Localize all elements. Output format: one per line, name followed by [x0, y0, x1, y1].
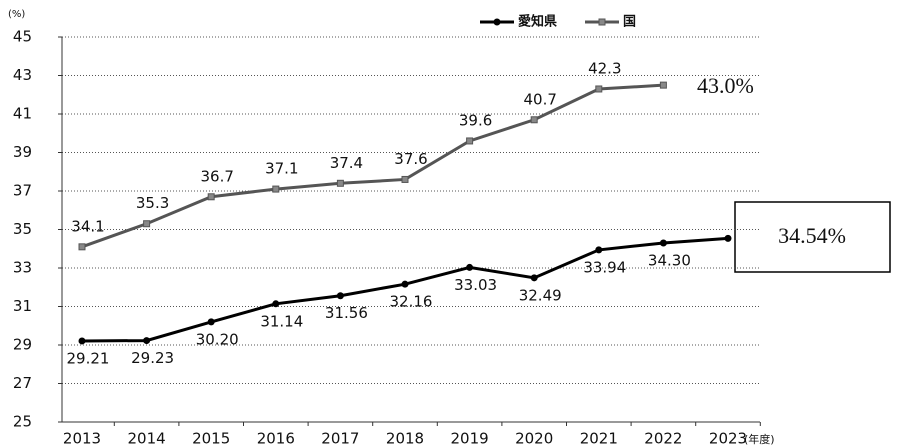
data-label: 35.3	[136, 194, 169, 212]
point	[595, 246, 603, 254]
data-label: 34.30	[648, 251, 691, 269]
data-label: 30.20	[196, 330, 239, 348]
point	[659, 81, 667, 89]
point	[530, 116, 538, 124]
point	[466, 263, 474, 271]
data-label: 31.56	[325, 304, 368, 322]
y-tick-label: 33	[13, 259, 32, 277]
point	[401, 175, 409, 183]
point	[143, 220, 151, 228]
data-label: 37.4	[330, 154, 363, 172]
point	[401, 280, 409, 288]
point	[272, 185, 280, 193]
series-line	[81, 83, 664, 249]
x-tick-label: 2013	[63, 430, 101, 448]
data-label: 36.7	[200, 167, 233, 185]
x-tick-label: 2017	[321, 430, 359, 448]
point	[659, 239, 667, 247]
y-tick-label: 39	[13, 143, 32, 161]
y-tick-label: 43	[13, 66, 32, 84]
legend-label: 国	[623, 15, 636, 30]
annotation: 43.0%	[697, 73, 754, 98]
y-tick-label: 27	[13, 374, 32, 392]
x-tick-label: 2022	[644, 430, 682, 448]
x-tick-label: 2015	[192, 430, 230, 448]
legend-marker	[493, 18, 501, 26]
point	[724, 234, 732, 242]
label-box	[734, 201, 891, 273]
data-label: 29.23	[131, 349, 174, 367]
point	[78, 337, 86, 345]
x-tick-label: 2014	[128, 430, 166, 448]
data-label: 40.7	[523, 90, 556, 108]
data-label: 37.1	[265, 160, 298, 178]
data-label: 37.6	[394, 150, 427, 168]
data-label: 31.14	[260, 312, 303, 330]
y-tick-label: 45	[13, 28, 32, 46]
x-tick-label: 2016	[257, 430, 295, 448]
data-label: 32.49	[519, 286, 562, 304]
data-label: 42.3	[588, 59, 621, 77]
y-tick-label: 29	[13, 336, 32, 354]
x-tick-label: 2018	[386, 430, 424, 448]
data-label: 34.1	[71, 217, 104, 235]
point	[595, 85, 603, 93]
series-line	[81, 236, 729, 343]
x-tick-label: 2021	[580, 430, 618, 448]
y-tick-label: 31	[13, 297, 32, 315]
x-tick-label: 2020	[515, 430, 553, 448]
legend-label: 愛知県	[518, 14, 557, 30]
point	[207, 193, 215, 201]
y-tick-label: 35	[13, 220, 32, 238]
data-label: 32.16	[390, 293, 433, 311]
data-label: 33.94	[583, 258, 626, 276]
point	[272, 300, 280, 308]
point	[336, 179, 344, 187]
data-label: 33.03	[454, 276, 497, 294]
point	[143, 337, 151, 345]
y-tick-label: 37	[13, 182, 32, 200]
point	[336, 292, 344, 300]
point	[78, 243, 86, 251]
y-unit: (%)	[8, 9, 25, 20]
point	[466, 137, 474, 145]
data-label: 29.21	[67, 349, 110, 367]
point	[530, 274, 538, 282]
y-tick-label: 41	[13, 105, 32, 123]
x-tick-label: 2023	[709, 430, 747, 448]
data-label: 34.54%	[778, 223, 846, 248]
point	[207, 318, 215, 326]
y-tick-label: 25	[13, 413, 32, 431]
legend-marker	[598, 18, 606, 26]
x-unit: (年度)	[744, 432, 775, 446]
data-label: 39.6	[459, 111, 492, 129]
x-tick-label: 2019	[451, 430, 489, 448]
